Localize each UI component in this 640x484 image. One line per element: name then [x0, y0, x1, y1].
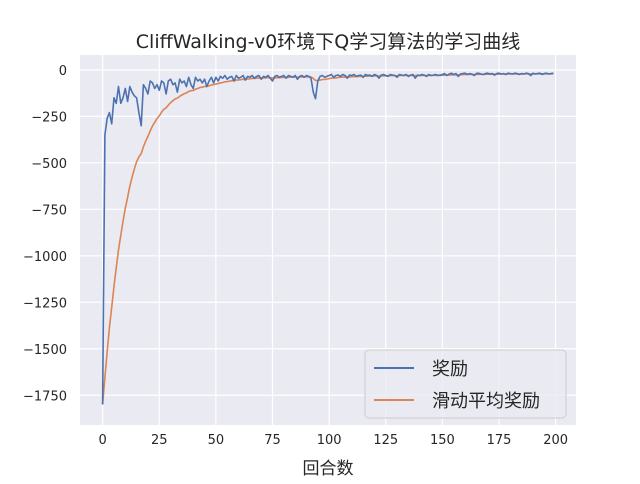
x-tick-label: 75 [264, 433, 281, 448]
x-tick-label: 125 [373, 433, 398, 448]
grid [80, 55, 576, 425]
x-tick-label: 50 [208, 433, 225, 448]
moving-average-reward-line [101, 73, 554, 405]
series-lines [101, 72, 554, 405]
legend: 奖励 滑动平均奖励 [364, 349, 567, 419]
legend-box [364, 349, 567, 419]
y-tick-label: −1000 [23, 250, 67, 265]
y-tick-label: −750 [31, 203, 67, 218]
x-tick-label: 200 [543, 433, 568, 448]
y-ticks: 0 −250 −500 −750 −1000 −1250 −1500 −1750 [23, 64, 67, 404]
y-tick-label: −1500 [23, 343, 67, 358]
x-tick-label: 25 [151, 433, 168, 448]
y-tick-label: −1750 [23, 389, 67, 404]
y-tick-label: −250 [31, 110, 67, 125]
legend-label-moving-average: 滑动平均奖励 [432, 391, 540, 412]
y-tick-label: −1250 [23, 296, 67, 311]
x-tick-label: 175 [487, 433, 512, 448]
x-axis-label: 回合数 [303, 459, 354, 479]
x-tick-label: 150 [430, 433, 455, 448]
y-tick-label: −500 [31, 157, 67, 172]
chart-title: CliffWalking-v0环境下Q学习算法的学习曲线 [136, 31, 520, 53]
legend-label-reward: 奖励 [432, 359, 468, 380]
x-tick-label: 100 [317, 433, 342, 448]
x-tick-label: 0 [99, 433, 107, 448]
y-tick-label: 0 [59, 64, 67, 79]
reward-line [101, 72, 554, 405]
x-ticks: 0 25 50 75 100 125 150 175 200 [99, 433, 569, 448]
